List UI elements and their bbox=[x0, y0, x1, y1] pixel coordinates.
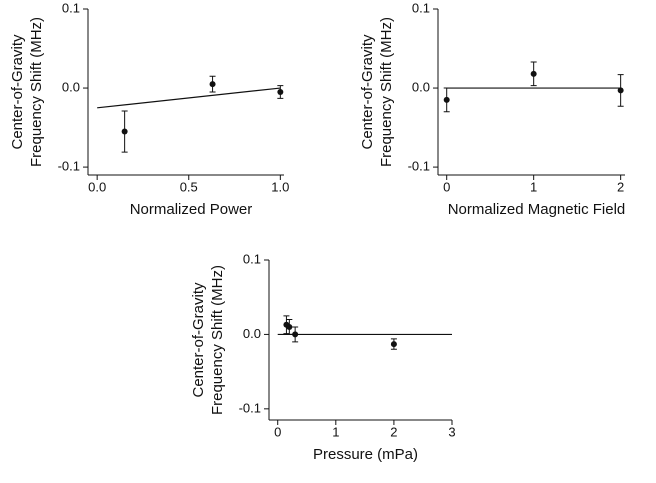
point bbox=[443, 96, 450, 103]
y-tick-label: 0.1 bbox=[62, 0, 80, 15]
y-tick-label: 0.0 bbox=[412, 79, 430, 94]
x-tick-label: 2 bbox=[617, 179, 624, 194]
x-tick-label: 0.0 bbox=[88, 179, 106, 194]
x-tick-label: 1 bbox=[530, 179, 537, 194]
y-axis-label: Frequency Shift (MHz) bbox=[378, 17, 395, 167]
y-axis-label: Center-of-Gravity bbox=[9, 34, 26, 150]
x-tick-label: 3 bbox=[448, 424, 455, 439]
y-tick-label: 0.1 bbox=[243, 251, 261, 266]
point bbox=[209, 81, 216, 88]
y-axis-label: Center-of-Gravity bbox=[359, 34, 376, 150]
point bbox=[617, 87, 624, 94]
y-tick-label: -0.1 bbox=[408, 159, 430, 174]
x-tick-label: 0 bbox=[274, 424, 281, 439]
point bbox=[292, 331, 299, 338]
x-tick-label: 0.5 bbox=[180, 179, 198, 194]
y-tick-label: 0.0 bbox=[243, 326, 261, 341]
x-tick-label: 2 bbox=[390, 424, 397, 439]
x-axis-label: Pressure (mPa) bbox=[313, 446, 418, 463]
x-tick-label: 1 bbox=[332, 424, 339, 439]
y-tick-label: -0.1 bbox=[239, 400, 261, 415]
x-tick-label: 1.0 bbox=[271, 179, 289, 194]
point bbox=[277, 89, 284, 95]
y-tick-label: -0.1 bbox=[58, 159, 80, 174]
point bbox=[121, 128, 128, 135]
point bbox=[390, 341, 397, 348]
y-tick-label: 0.1 bbox=[412, 0, 430, 15]
point bbox=[286, 323, 293, 330]
y-axis-label: Frequency Shift (MHz) bbox=[209, 265, 226, 415]
fit-line bbox=[97, 87, 281, 109]
y-tick-label: 0.0 bbox=[62, 79, 80, 94]
x-tick-label: 0 bbox=[443, 179, 450, 194]
y-axis-label: Center-of-Gravity bbox=[190, 282, 207, 398]
x-axis-label: Normalized Power bbox=[130, 201, 253, 218]
y-axis-label: Frequency Shift (MHz) bbox=[28, 17, 45, 167]
x-axis-label: Normalized Magnetic Field bbox=[448, 201, 626, 218]
point bbox=[530, 70, 537, 77]
